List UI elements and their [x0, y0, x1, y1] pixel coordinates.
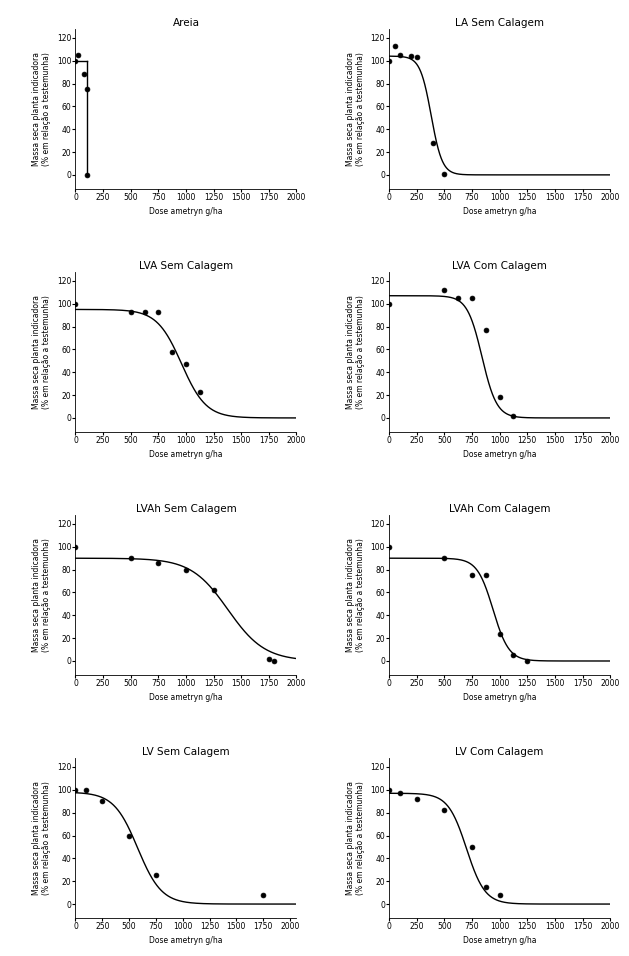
Title: LA Sem Calagem: LA Sem Calagem — [455, 18, 544, 28]
Y-axis label: Massa seca planta indicadora
(% em relação a testemunha): Massa seca planta indicadora (% em relaç… — [345, 294, 365, 409]
X-axis label: Dose ametryn g/ha: Dose ametryn g/ha — [463, 937, 537, 945]
Title: LVAh Com Calagem: LVAh Com Calagem — [449, 504, 550, 514]
X-axis label: Dose ametryn g/ha: Dose ametryn g/ha — [149, 693, 223, 703]
Title: LV Com Calagem: LV Com Calagem — [455, 747, 544, 757]
X-axis label: Dose ametryn g/ha: Dose ametryn g/ha — [463, 693, 537, 703]
X-axis label: Dose ametryn g/ha: Dose ametryn g/ha — [149, 207, 223, 216]
Title: LVA Com Calagem: LVA Com Calagem — [452, 261, 547, 271]
Y-axis label: Massa seca planta indicadora
(% em relação a testemunha): Massa seca planta indicadora (% em relaç… — [345, 537, 365, 652]
X-axis label: Dose ametryn g/ha: Dose ametryn g/ha — [149, 937, 223, 945]
Title: LV Sem Calagem: LV Sem Calagem — [142, 747, 230, 757]
Y-axis label: Massa seca planta indicadora
(% em relação a testemunha): Massa seca planta indicadora (% em relaç… — [32, 294, 51, 409]
Y-axis label: Massa seca planta indicadora
(% em relação a testemunha): Massa seca planta indicadora (% em relaç… — [32, 537, 51, 652]
Y-axis label: Massa seca planta indicadora
(% em relação a testemunha): Massa seca planta indicadora (% em relaç… — [32, 52, 51, 165]
Y-axis label: Massa seca planta indicadora
(% em relação a testemunha): Massa seca planta indicadora (% em relaç… — [345, 781, 365, 895]
Y-axis label: Massa seca planta indicadora
(% em relação a testemunha): Massa seca planta indicadora (% em relaç… — [345, 52, 365, 165]
Title: LVA Sem Calagem: LVA Sem Calagem — [139, 261, 233, 271]
Y-axis label: Massa seca planta indicadora
(% em relação a testemunha): Massa seca planta indicadora (% em relaç… — [32, 781, 51, 895]
X-axis label: Dose ametryn g/ha: Dose ametryn g/ha — [463, 207, 537, 216]
Title: Areia: Areia — [172, 18, 199, 28]
X-axis label: Dose ametryn g/ha: Dose ametryn g/ha — [149, 450, 223, 460]
Title: LVAh Sem Calagem: LVAh Sem Calagem — [136, 504, 237, 514]
X-axis label: Dose ametryn g/ha: Dose ametryn g/ha — [463, 450, 537, 460]
